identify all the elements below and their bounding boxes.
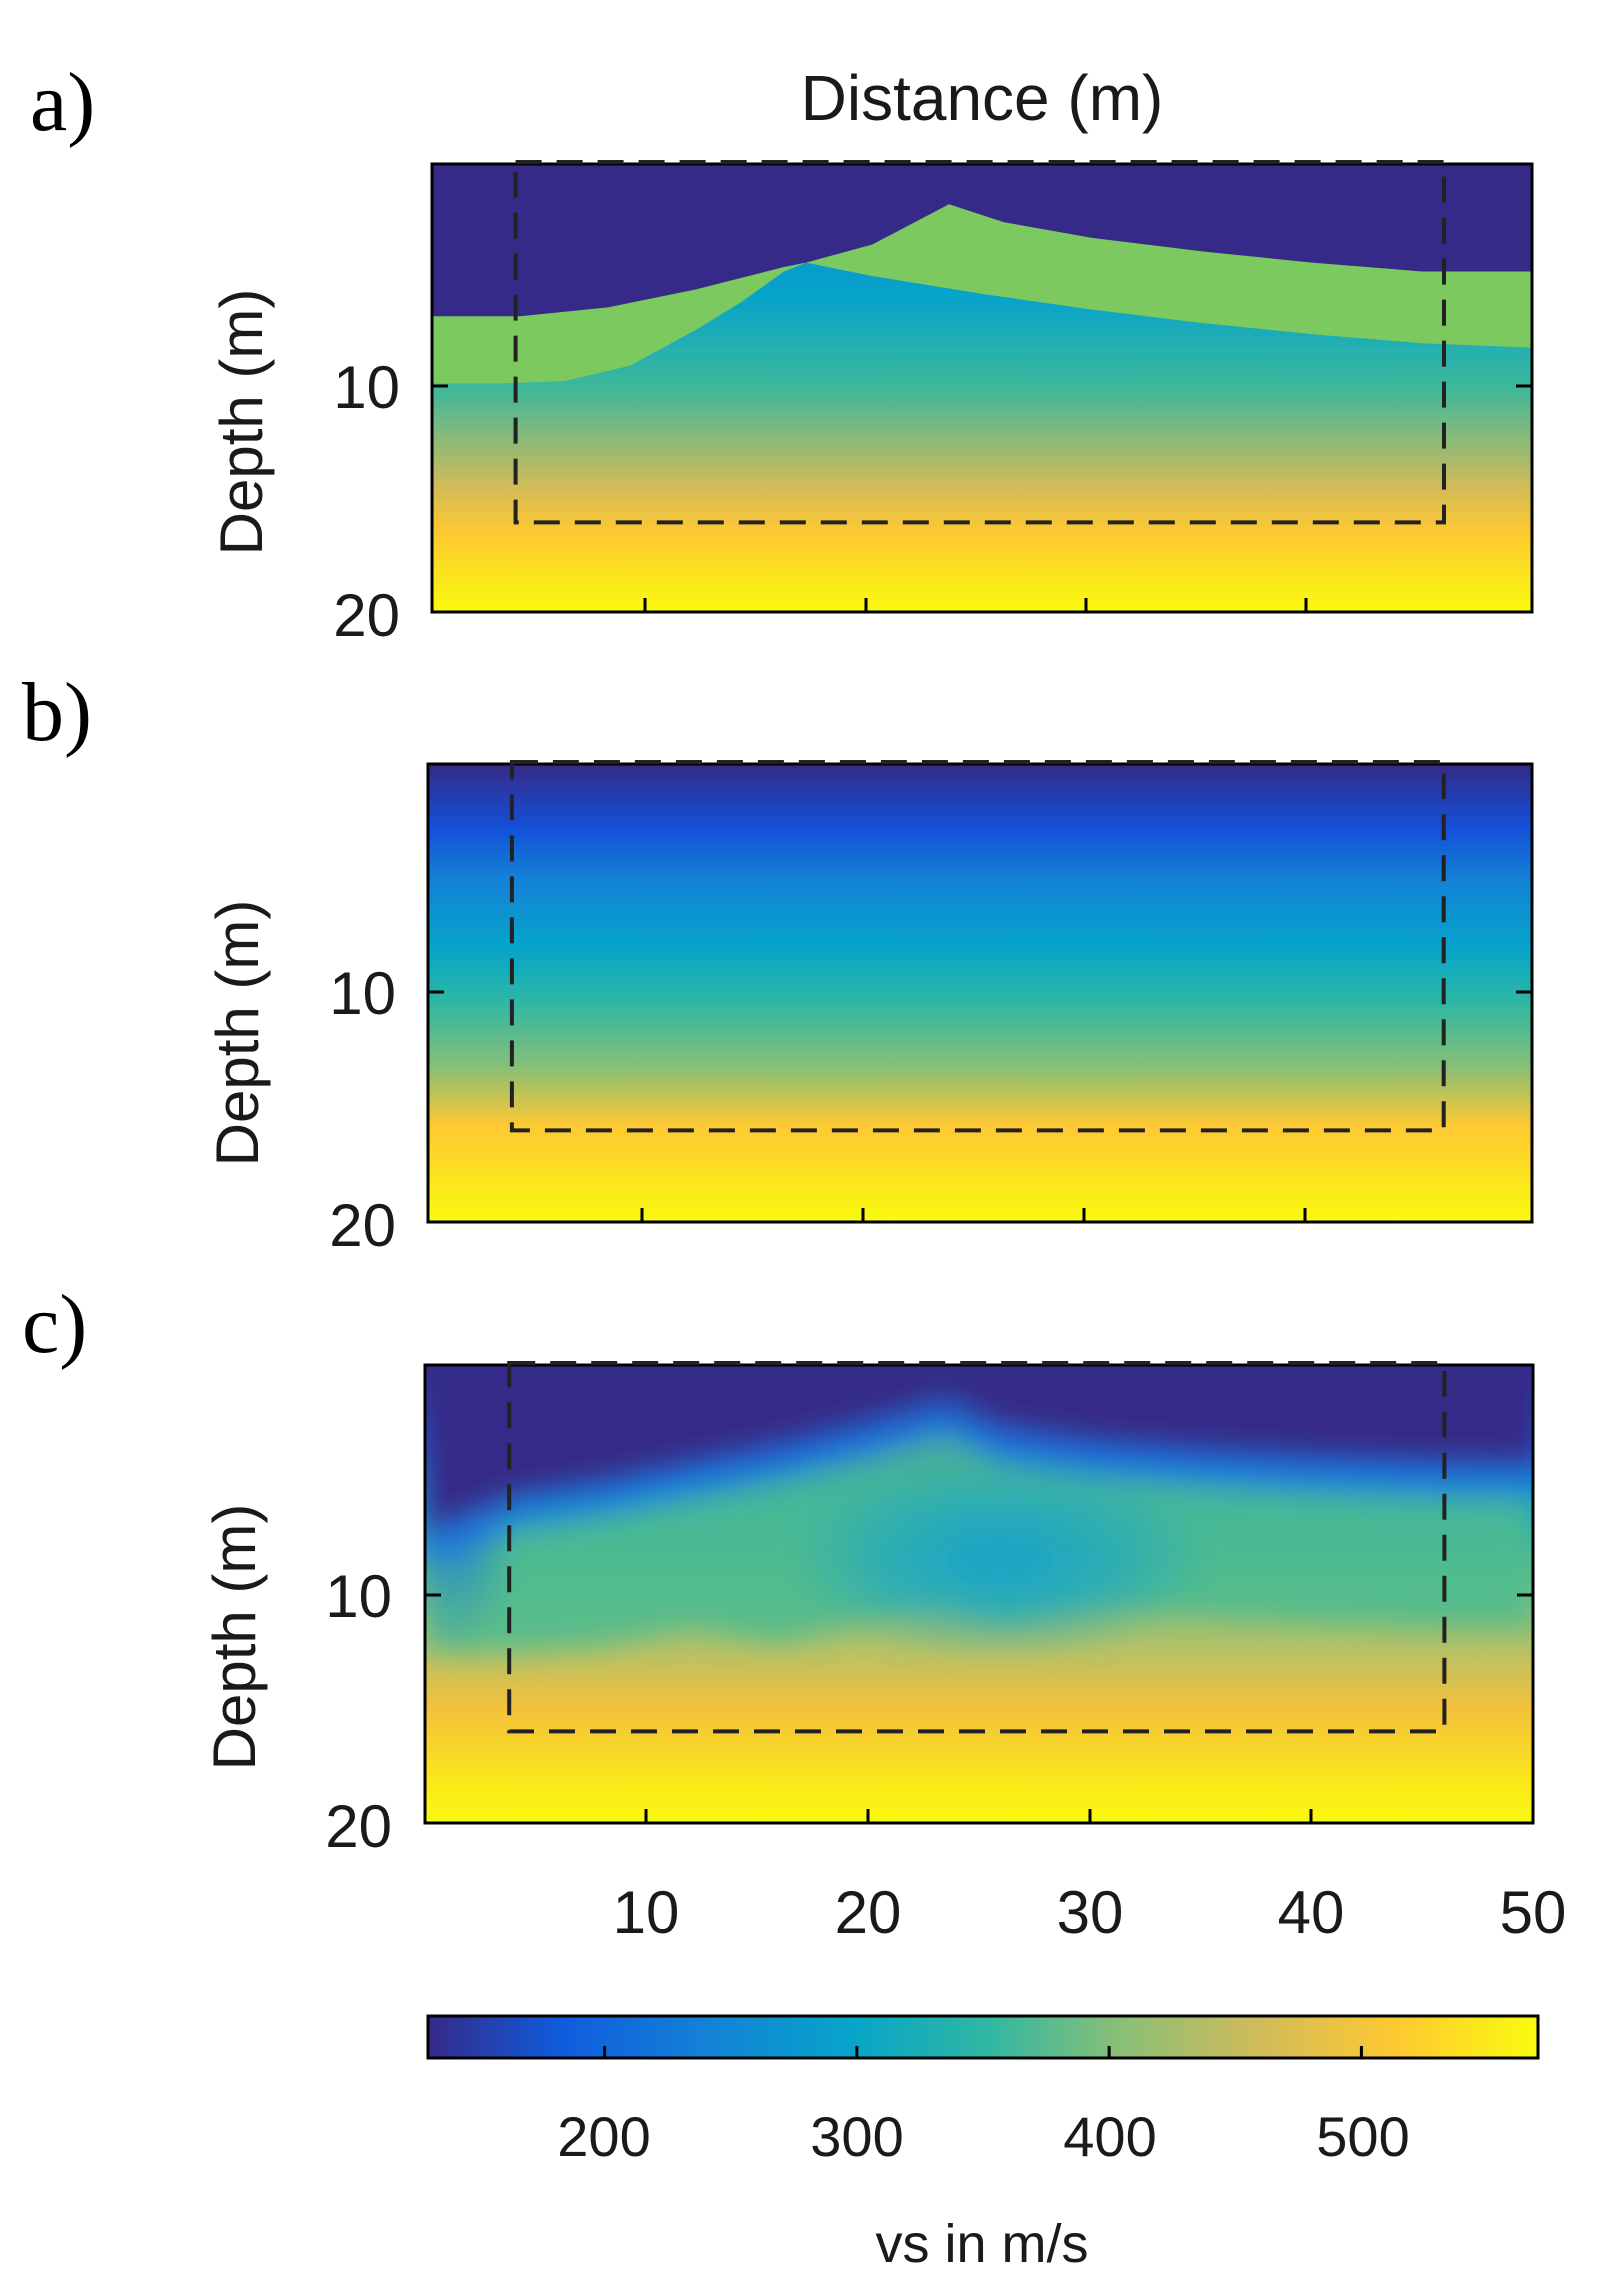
panel-a-top-layer	[432, 164, 1532, 317]
panel-b-y-ticks: 10 20	[329, 960, 1532, 1259]
xtick-10: 10	[613, 1879, 680, 1946]
xtick-40: 40	[1278, 1879, 1345, 1946]
panel-b-letter: b)	[22, 666, 92, 759]
panel-c-letter: c)	[22, 1278, 87, 1371]
colorbar-tick-400: 400	[1063, 2105, 1156, 2168]
panel-b-ytick-10: 10	[329, 960, 396, 1027]
panel-c-ytick-20: 20	[325, 1793, 392, 1860]
colorbar-tick-200: 200	[557, 2105, 650, 2168]
panel-a-dashed-box	[513, 160, 1446, 525]
xtick-50: 50	[1500, 1879, 1567, 1946]
x-axis-title: Distance (m)	[801, 62, 1164, 134]
panel-a-letter: a)	[30, 56, 95, 149]
colorbar-tick-300: 300	[810, 2105, 903, 2168]
panel-c-dashed-box	[507, 1361, 1447, 1734]
panel-c-heatmap	[425, 1365, 1533, 1823]
panel-c-y-ticks: 10 20	[325, 1563, 1533, 1860]
panel-c: c) 10 20 10 20 30 40	[22, 1278, 1566, 1946]
colorbar-gradient	[426, 2014, 1540, 2060]
xtick-30: 30	[1057, 1879, 1124, 1946]
colorbar-tick-500: 500	[1316, 2105, 1409, 2168]
panel-c-ytick-10: 10	[325, 1563, 392, 1630]
panel-c-x-ticks: 10 20 30 40 50	[613, 1809, 1567, 1946]
panel-b-dashed-box	[509, 760, 1446, 1133]
colorbar: 200 300 400 500 vs in m/s	[426, 2014, 1540, 2274]
panel-a-x-ticks	[643, 598, 1308, 612]
panel-a-ytick-20: 20	[333, 582, 400, 649]
colorbar-ticks	[603, 2046, 1363, 2058]
panel-a-ytick-10: 10	[333, 354, 400, 421]
panel-b: b) 10 20 Depth (m)	[22, 666, 1534, 1259]
panel-a: a) Distance (m) 10 20 Depth (m)	[30, 56, 1534, 649]
panel-b-heatmap	[428, 764, 1532, 1222]
panel-a-ylabel: Depth (m)	[208, 289, 275, 556]
colorbar-label: vs in m/s	[875, 2214, 1088, 2274]
panel-a-middle-layer	[432, 197, 1532, 384]
panel-c-ylabel: Depth (m)	[201, 1504, 268, 1771]
xtick-20: 20	[835, 1879, 902, 1946]
panel-a-heatmap	[432, 164, 1532, 612]
panel-b-ytick-20: 20	[329, 1192, 396, 1259]
panel-b-x-ticks	[640, 1208, 1307, 1222]
panel-a-y-ticks: 10 20	[333, 354, 1532, 649]
panel-b-ylabel: Depth (m)	[204, 900, 271, 1167]
